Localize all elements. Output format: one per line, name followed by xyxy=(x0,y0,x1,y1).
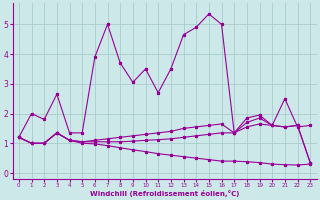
X-axis label: Windchill (Refroidissement éolien,°C): Windchill (Refroidissement éolien,°C) xyxy=(90,190,239,197)
